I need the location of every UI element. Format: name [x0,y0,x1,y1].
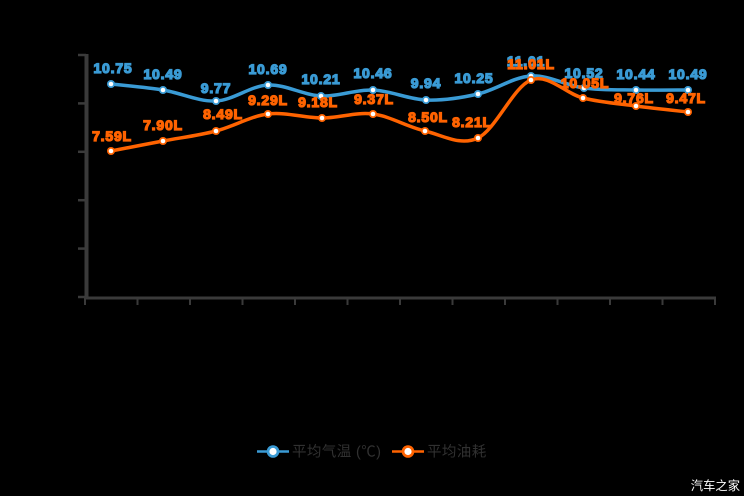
svg-text:平均油耗: 平均油耗 [427,444,487,461]
svg-text:9.18L: 9.18L [298,94,338,110]
svg-text:9.47L: 9.47L [666,90,706,106]
svg-text:10.46: 10.46 [353,65,392,81]
svg-text:9.37L: 9.37L [354,91,394,107]
svg-text:9.94: 9.94 [411,75,441,91]
svg-text:9.76L: 9.76L [614,90,654,106]
svg-text:9.77: 9.77 [201,80,231,96]
svg-text:汽车之家: 汽车之家 [691,478,740,493]
svg-text:10.25: 10.25 [454,70,493,86]
svg-text:10.21: 10.21 [301,71,340,87]
svg-text:9.29L: 9.29L [248,92,288,108]
svg-text:7.59L: 7.59L [92,128,132,144]
svg-text:平均气温 (℃): 平均气温 (℃) [292,444,381,461]
svg-text:10.75: 10.75 [93,60,132,76]
svg-text:11.01L: 11.01L [507,56,555,72]
svg-text:10.52: 10.52 [564,65,603,81]
svg-text:10.05L: 10.05L [561,75,609,91]
svg-text:10.49: 10.49 [143,66,182,82]
svg-text:8.50L: 8.50L [408,109,448,125]
svg-text:11.01: 11.01 [507,53,545,69]
svg-text:8.21L: 8.21L [452,114,492,130]
svg-text:10.44: 10.44 [616,66,655,82]
svg-text:10.49: 10.49 [668,66,707,82]
svg-text:7.90L: 7.90L [143,117,183,133]
svg-text:8.49L: 8.49L [203,106,243,122]
svg-text:10.69: 10.69 [248,61,287,77]
